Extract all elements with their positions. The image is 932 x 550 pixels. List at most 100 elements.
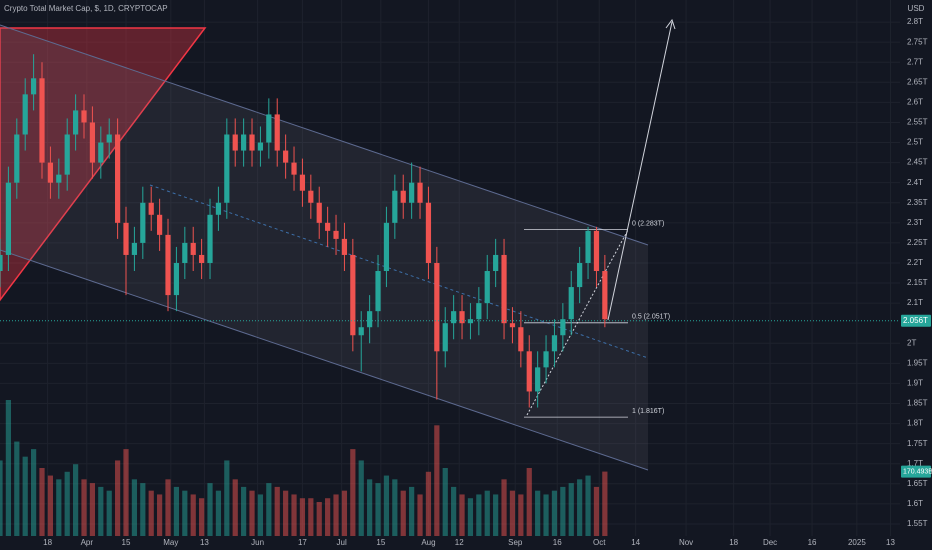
y-tick-label: 2.2T (907, 258, 923, 267)
candles (0, 54, 608, 408)
fib-trend (526, 229, 629, 416)
candle-body (560, 319, 566, 336)
candle-body (375, 271, 381, 312)
volume-bar (165, 479, 171, 536)
volume-pane (0, 400, 608, 536)
candle-body (182, 242, 188, 263)
volume-bar (64, 471, 70, 536)
arrow-head (665, 18, 676, 30)
candle-body (89, 122, 96, 163)
volume-bar (602, 471, 608, 536)
candle-body (484, 271, 490, 304)
candle-body (358, 327, 364, 336)
volume-bar (14, 441, 20, 536)
volume-bar (333, 494, 339, 536)
candle-body (283, 150, 289, 163)
candle-body (451, 311, 457, 324)
candle-body (232, 134, 238, 151)
volume-bar (232, 479, 238, 536)
y-tick-label: 2.7T (907, 57, 923, 66)
volume-bar (115, 460, 121, 536)
volume-bar (409, 486, 415, 536)
y-tick-label: 2.15T (907, 278, 928, 287)
channel-top (0, 24, 649, 246)
candle-body (425, 202, 432, 263)
volume-bar (22, 456, 28, 536)
y-tick-label: 2.45T (907, 158, 928, 167)
y-tick-label: 2.5T (907, 138, 923, 147)
candle-body (199, 254, 205, 263)
candle-body (467, 319, 474, 324)
volume-bar (526, 468, 532, 536)
x-tick-label: 16 (808, 538, 817, 547)
x-tick-label: 16 (553, 538, 562, 547)
candle-body (266, 114, 272, 143)
candle-body (98, 142, 104, 163)
x-tick-label: Oct (593, 538, 606, 547)
volume-bar (291, 494, 297, 536)
x-tick-label: 18 (43, 538, 52, 547)
candle-body (459, 311, 465, 324)
chart-title: Crypto Total Market Cap, $, 1D, CRYPTOCA… (4, 4, 168, 13)
x-tick-label: May (163, 538, 178, 547)
volume-bar (358, 460, 364, 536)
candle-body (291, 162, 297, 175)
candle-body (585, 230, 591, 263)
unit-label[interactable]: USD (908, 4, 925, 13)
x-tick-label: Jun (251, 538, 264, 547)
candle-body (131, 242, 138, 255)
volume-bar (383, 475, 390, 536)
volume-bar (283, 490, 289, 536)
x-tick-label: 12 (455, 538, 464, 547)
candle-body (602, 271, 608, 320)
volume-bar (350, 449, 356, 536)
fib-label: 0.5 (2.051T) (632, 314, 670, 321)
axes: 2.8T 2.75T 2.7T 2.65T 2.6T 2.55T 2.5T 2.45T 2.4T… (0, 17, 932, 547)
y-tick-label: 2.1T (907, 298, 923, 307)
candle-body (14, 134, 20, 183)
volume-bar (0, 460, 3, 536)
volume-bar (148, 490, 154, 536)
x-tick-label: 15 (376, 538, 385, 547)
volume-bar (417, 494, 423, 536)
candle-body (392, 190, 398, 223)
volume-bar (493, 494, 499, 536)
volume-bar (131, 479, 138, 536)
candle-body (308, 190, 314, 203)
volume-bar (392, 479, 398, 536)
projection-arrow (607, 21, 673, 321)
volume-bar (568, 483, 574, 536)
volume-bar (274, 486, 280, 536)
volume-bar (190, 494, 196, 536)
volume-bar (73, 464, 79, 536)
volume-bar (89, 483, 96, 536)
volume-bar (375, 483, 381, 536)
x-tick-label: Apr (81, 538, 94, 547)
volume-tag-label: 170.493B (903, 468, 932, 475)
y-tick-label: 2.65T (907, 77, 928, 86)
candle-body (106, 134, 112, 143)
y-tick-label: 2.8T (907, 17, 923, 26)
candle-body (400, 190, 406, 203)
candle-body (0, 254, 3, 272)
triangle-pattern (0, 27, 207, 302)
candle-body (299, 174, 306, 191)
volume-bar (367, 479, 373, 536)
y-tick-label: 2.4T (907, 178, 923, 187)
y-tick-label: 1.9T (907, 379, 923, 388)
candle-body (383, 222, 390, 272)
volume-bar (249, 490, 255, 536)
volume-bar (182, 490, 188, 536)
candle-body (568, 287, 574, 320)
y-tick-label: 1.6T (907, 499, 923, 508)
candle-body (409, 182, 415, 203)
volume-bar (476, 494, 482, 536)
candle-body (518, 327, 524, 352)
volume-bar (207, 483, 213, 536)
volume-bar (5, 400, 12, 536)
y-tick-label: 2.6T (907, 97, 923, 106)
fib-retracement: 0 (2.283T) 0.5 (2.051T) 1 (1.816T) (524, 221, 670, 418)
y-tick-label: 1.85T (907, 399, 928, 408)
